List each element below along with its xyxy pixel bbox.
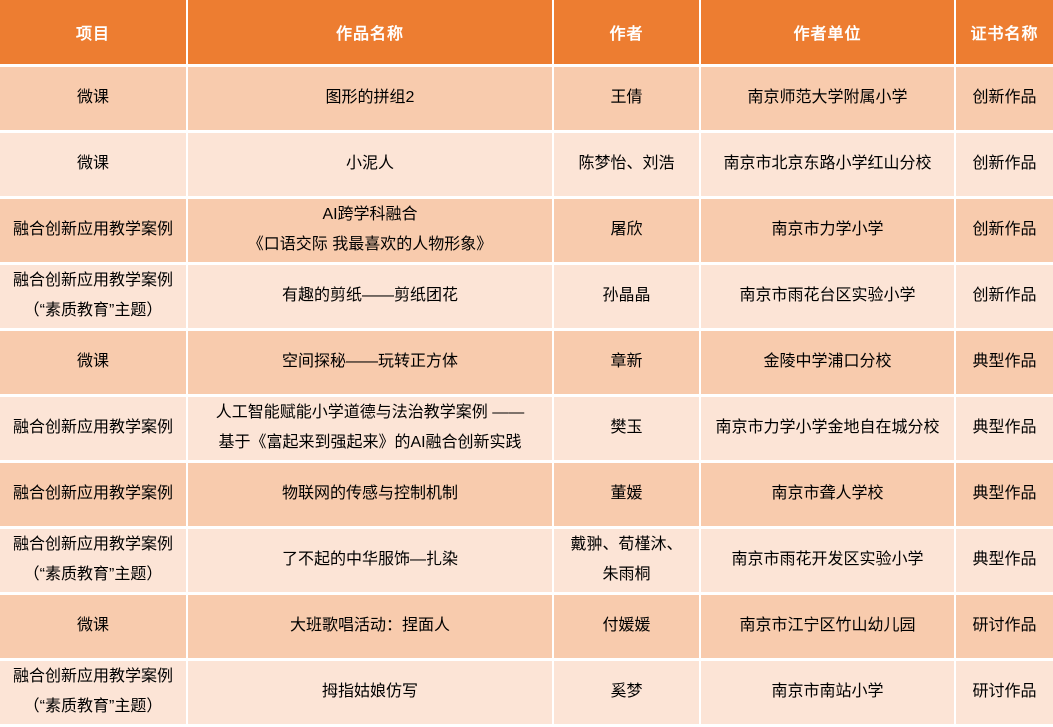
cell-org: 金陵中学浦口分校 — [700, 329, 956, 397]
cell-author: 樊玉 — [553, 395, 701, 463]
column-header-project: 项目 — [0, 0, 188, 67]
cell-author: 陈梦怡、刘浩 — [553, 131, 701, 199]
cell-work: 图形的拼组2 — [187, 65, 554, 133]
cell-org: 南京市江宁区竹山幼儿园 — [700, 593, 956, 661]
cell-cert: 研讨作品 — [955, 659, 1053, 727]
column-header-org: 作者单位 — [700, 0, 956, 67]
cell-cert: 创新作品 — [955, 263, 1053, 331]
cell-author: 董媛 — [553, 461, 701, 529]
table-header-row: 项目 作品名称 作者 作者单位 证书名称 — [0, 0, 1053, 67]
cell-cert: 典型作品 — [955, 461, 1053, 529]
cell-cert: 研讨作品 — [955, 593, 1053, 661]
table-row: 微课 小泥人 陈梦怡、刘浩 南京市北京东路小学红山分校 创新作品 — [0, 131, 1053, 199]
cell-author: 戴翀、荀槿沐、 朱雨桐 — [553, 527, 701, 595]
cell-org: 南京市力学小学金地自在城分校 — [700, 395, 956, 463]
cell-cert: 创新作品 — [955, 197, 1053, 265]
cell-org: 南京市聋人学校 — [700, 461, 956, 529]
cell-work: 了不起的中华服饰—扎染 — [187, 527, 554, 595]
cell-author: 付媛媛 — [553, 593, 701, 661]
cell-work: 人工智能赋能小学道德与法治教学案例 —— 基于《富起来到强起来》的AI融合创新实… — [187, 395, 554, 463]
cell-cert: 典型作品 — [955, 395, 1053, 463]
column-header-work: 作品名称 — [187, 0, 554, 67]
table-row: 微课 空间探秘——玩转正方体 章新 金陵中学浦口分校 典型作品 — [0, 329, 1053, 397]
table-row: 融合创新应用教学案例 （“素质教育”主题） 了不起的中华服饰—扎染 戴翀、荀槿沐… — [0, 527, 1053, 595]
cell-work: 大班歌唱活动：捏面人 — [187, 593, 554, 661]
cell-project: 融合创新应用教学案例 （“素质教育”主题） — [0, 263, 188, 331]
cell-org: 南京师范大学附属小学 — [700, 65, 956, 133]
cell-cert: 典型作品 — [955, 329, 1053, 397]
cell-project: 微课 — [0, 65, 188, 133]
cell-author: 孙晶晶 — [553, 263, 701, 331]
cell-project: 微课 — [0, 329, 188, 397]
cell-project: 融合创新应用教学案例 （“素质教育”主题） — [0, 659, 188, 727]
cell-project: 融合创新应用教学案例 — [0, 197, 188, 265]
table-row: 融合创新应用教学案例 （“素质教育”主题） 拇指姑娘仿写 奚梦 南京市南站小学 … — [0, 659, 1053, 727]
column-header-cert: 证书名称 — [955, 0, 1053, 67]
table-row-partial — [0, 725, 1053, 727]
cell-author: 王倩 — [553, 65, 701, 133]
cell-work: 拇指姑娘仿写 — [187, 659, 554, 727]
cell-cert: 创新作品 — [955, 65, 1053, 133]
table-row: 融合创新应用教学案例 AI跨学科融合 《口语交际 我最喜欢的人物形象》 屠欣 南… — [0, 197, 1053, 265]
cell-author: 奚梦 — [553, 659, 701, 727]
table-row: 融合创新应用教学案例 人工智能赋能小学道德与法治教学案例 —— 基于《富起来到强… — [0, 395, 1053, 463]
cell-author: 章新 — [553, 329, 701, 397]
cell-cert: 典型作品 — [955, 527, 1053, 595]
table-row: 微课 图形的拼组2 王倩 南京师范大学附属小学 创新作品 — [0, 65, 1053, 133]
cell-org: 南京市北京东路小学红山分校 — [700, 131, 956, 199]
table-row: 融合创新应用教学案例 物联网的传感与控制机制 董媛 南京市聋人学校 典型作品 — [0, 461, 1053, 529]
cell-org: 南京市雨花开发区实验小学 — [700, 527, 956, 595]
cell-author: 屠欣 — [553, 197, 701, 265]
cell-project: 微课 — [0, 593, 188, 661]
cell-cert: 创新作品 — [955, 131, 1053, 199]
table-row: 融合创新应用教学案例 （“素质教育”主题） 有趣的剪纸——剪纸团花 孙晶晶 南京… — [0, 263, 1053, 331]
cell-work: 物联网的传感与控制机制 — [187, 461, 554, 529]
cell-project: 融合创新应用教学案例 （“素质教育”主题） — [0, 527, 188, 595]
table-row: 微课 大班歌唱活动：捏面人 付媛媛 南京市江宁区竹山幼儿园 研讨作品 — [0, 593, 1053, 661]
cell-project: 融合创新应用教学案例 — [0, 395, 188, 463]
cell-org: 南京市南站小学 — [700, 659, 956, 727]
column-header-author: 作者 — [553, 0, 701, 67]
cell-project: 微课 — [0, 131, 188, 199]
cell-work: 小泥人 — [187, 131, 554, 199]
cell-work: 空间探秘——玩转正方体 — [187, 329, 554, 397]
cell-work: 有趣的剪纸——剪纸团花 — [187, 263, 554, 331]
cell-work: AI跨学科融合 《口语交际 我最喜欢的人物形象》 — [187, 197, 554, 265]
cell-project: 融合创新应用教学案例 — [0, 461, 188, 529]
cell-org: 南京市力学小学 — [700, 197, 956, 265]
cell-org: 南京市雨花台区实验小学 — [700, 263, 956, 331]
